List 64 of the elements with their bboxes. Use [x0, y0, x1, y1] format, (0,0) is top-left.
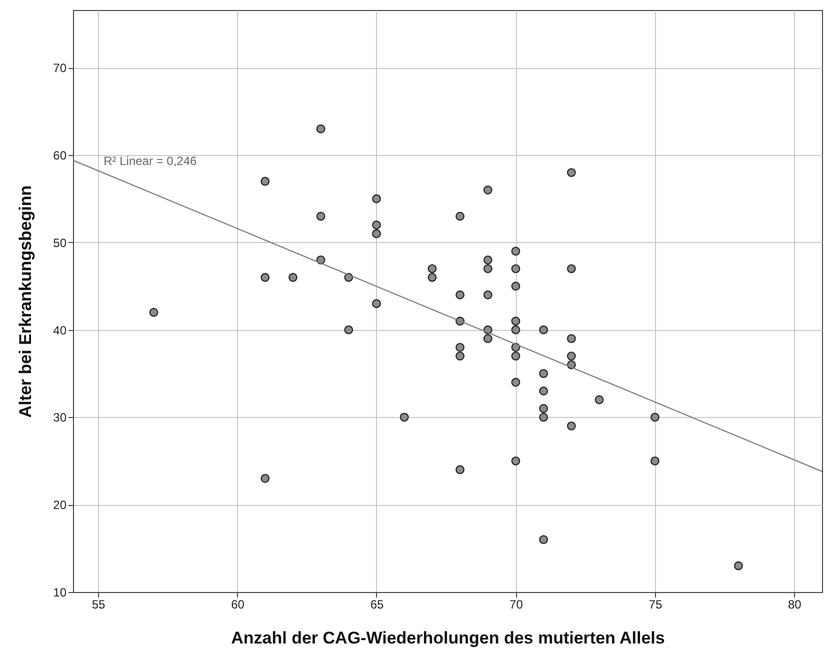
point [566, 352, 576, 361]
point [260, 176, 270, 186]
point [511, 325, 520, 334]
point [511, 264, 520, 274]
x-axis-title: Anzahl der CAG-Wiederholungen des mutierten Allels [231, 628, 665, 648]
point [539, 535, 548, 544]
point [539, 412, 548, 422]
point [456, 212, 465, 221]
y-tick-label: 40 [53, 323, 67, 338]
point [483, 264, 492, 274]
point [511, 352, 520, 361]
point [372, 229, 381, 238]
point [566, 334, 576, 344]
point [566, 422, 576, 430]
point [511, 282, 520, 291]
point [539, 369, 548, 378]
point [149, 308, 158, 317]
point [456, 290, 465, 300]
point [456, 465, 465, 474]
point [260, 474, 270, 483]
x-tick-label: 55 [92, 598, 106, 612]
point [260, 272, 270, 282]
y-axis-title: Alter bei Erkrankungsbeginn [16, 185, 36, 418]
point [539, 404, 548, 413]
y-tick-label: 10 [53, 586, 67, 600]
point [539, 325, 548, 334]
x-tick-label: 65 [370, 598, 384, 612]
point [511, 246, 520, 256]
point [650, 456, 660, 466]
point [539, 386, 548, 396]
point [372, 299, 381, 308]
point [511, 378, 520, 387]
point [650, 412, 660, 422]
point [428, 264, 437, 274]
x-tick-label: 75 [648, 598, 662, 612]
y-tick-label: 60 [53, 148, 67, 163]
point [594, 395, 604, 404]
y-tick-label: 20 [53, 498, 67, 512]
point [344, 325, 354, 334]
annotation: R² Linear = 0,246 [104, 154, 198, 168]
point [566, 264, 576, 274]
point [483, 255, 492, 264]
point [483, 334, 492, 344]
point [316, 212, 326, 221]
y-tick-label: 30 [53, 410, 67, 425]
point [456, 352, 465, 361]
point [734, 561, 743, 570]
point [400, 412, 409, 422]
y-tick-label: 50 [53, 236, 67, 250]
point [288, 272, 298, 282]
x-tick-label: 80 [788, 598, 802, 612]
point [372, 194, 381, 204]
x-tick-label: 70 [510, 598, 524, 612]
point [483, 290, 492, 300]
point [483, 186, 492, 194]
point [428, 272, 437, 282]
y-tick-label: 70 [53, 61, 67, 76]
point [566, 168, 576, 178]
x-tick-label: 60 [231, 598, 245, 612]
point [456, 342, 465, 352]
point [511, 456, 520, 466]
point [372, 220, 381, 230]
point [511, 316, 520, 326]
point [316, 124, 326, 134]
